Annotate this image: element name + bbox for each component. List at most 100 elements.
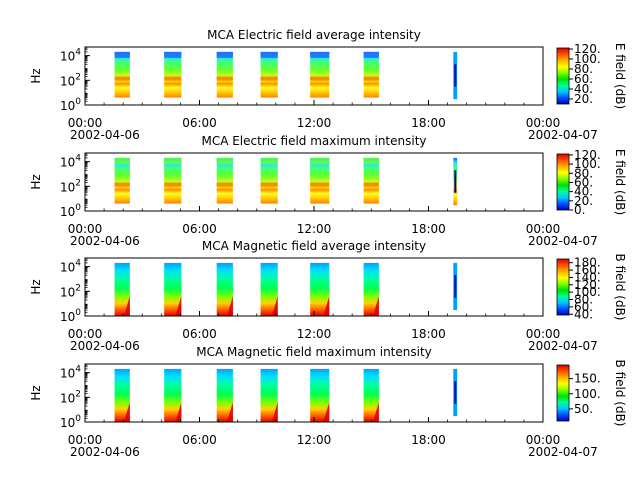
spectrogram-burst-narrow-core [454,275,457,298]
y-tick-exponent: 0 [75,308,81,318]
colorbar-tick-label: 160. [574,263,601,277]
y-tick-exponent: 0 [75,97,81,107]
spectrogram-burst [363,157,379,204]
y-tick-exponent: 4 [75,259,81,269]
x-tick-label: 06:00 [182,222,217,236]
colorbar-label: B field (dB) [613,254,627,321]
y-tick-label: 100 [60,97,81,113]
y-tick-exponent: 0 [75,203,81,213]
spectrogram-burst [363,368,379,422]
spectrogram-burst [310,368,330,422]
y-tick-exponent: 2 [75,178,81,188]
x-tick-label: 00:00 [526,433,561,447]
y-tick-exponent: 2 [75,72,81,82]
colorbar-tick-label: 150. [574,372,601,386]
colorbar [556,258,570,316]
colorbar-label: E field (dB) [613,149,627,215]
emission-band [114,182,130,187]
panel-title: MCA Electric field average intensity [207,28,421,42]
spectrogram-burst [164,368,182,422]
colorbar-tick-label: 20. [574,92,593,106]
high-freq-band [114,157,130,164]
low-freq-peak [226,402,233,422]
colorbar-tick-label: 20. [574,194,593,208]
y-tick-base: 10 [60,310,75,324]
emission-band [363,182,379,187]
colorbar-tick-label: 120. [574,278,601,292]
high-freq-band [310,51,330,58]
spectrogram-burst [363,262,379,316]
low-freq-peak [372,296,379,316]
y-tick-label: 104 [60,48,81,64]
colorbar-tick-label: 40. [574,185,593,199]
colorbar-tick-label: 100. [574,387,601,401]
x-date-label: 2002-04-07 [528,128,598,142]
emission-band [164,182,182,187]
y-tick-exponent: 4 [75,48,81,58]
spectrogram-burst [310,157,330,204]
x-tick-label: 18:00 [411,433,446,447]
x-date-label: 2002-04-07 [528,339,598,353]
high-freq-band [310,157,330,164]
colorbar-tick-label: 100. [574,285,601,299]
y-tick-base: 10 [60,180,75,194]
spectrogram-burst [363,51,379,98]
high-freq-band [363,157,379,164]
y-tick-base: 10 [60,261,75,275]
emission-band [164,76,182,81]
colorbar-tick-label: 40. [574,82,593,96]
colorbar-label: E field (dB) [613,43,627,109]
colorbar-tick-label: 80. [574,62,593,76]
spectrogram-burst [164,157,182,204]
y-tick-base: 10 [60,99,75,113]
emission-band [363,76,379,81]
low-freq-peak [271,296,278,316]
colorbar [556,47,570,105]
spectrogram-burst [216,262,233,316]
colorbar [556,364,570,422]
colorbar-tick-label: 60. [574,72,593,86]
colorbar-tick-label: 100. [574,52,601,66]
x-tick-label: 18:00 [411,116,446,130]
spectrogram-burst [164,51,182,98]
emission-band [114,76,130,81]
spectrogram-burst-narrow-core [454,64,457,87]
x-tick-label: 00:00 [68,327,103,341]
spectrogram-burst [310,51,330,98]
high-freq-band [164,51,182,58]
low-freq-peak [175,402,182,422]
y-tick-base: 10 [60,416,75,430]
y-axis-label: Hz [29,68,43,83]
x-date-label: 2002-04-06 [70,445,140,459]
y-tick-exponent: 4 [75,365,81,375]
low-freq-peak [372,402,379,422]
x-tick-label: 06:00 [182,327,217,341]
x-tick-label: 00:00 [526,327,561,341]
y-tick-base: 10 [60,205,75,219]
y-tick-label: 102 [60,389,81,405]
spectrogram-burst [216,368,233,422]
y-tick-base: 10 [60,74,75,88]
colorbar-tick-label: 60. [574,300,593,314]
colorbar-tick-label: 60. [574,175,593,189]
high-freq-band [114,51,130,58]
x-date-label: 2002-04-06 [70,339,140,353]
high-freq-band [164,157,182,164]
spectrogram-burst [114,51,130,98]
spectrogram-burst [114,157,130,204]
low-freq-peak [226,296,233,316]
y-tick-label: 102 [60,72,81,88]
spectrogram-burst [164,262,182,316]
high-freq-band [260,157,278,164]
colorbar-tick-label: 180. [574,256,601,270]
x-date-label: 2002-04-07 [528,234,598,248]
high-freq-band [363,51,379,58]
emission-band [260,76,278,81]
y-tick-label: 100 [60,203,81,219]
x-date-label: 2002-04-06 [70,128,140,142]
y-tick-exponent: 2 [75,283,81,293]
x-tick-label: 18:00 [411,327,446,341]
y-axis-label: Hz [29,279,43,294]
colorbar-tick-label: 80. [574,166,593,180]
